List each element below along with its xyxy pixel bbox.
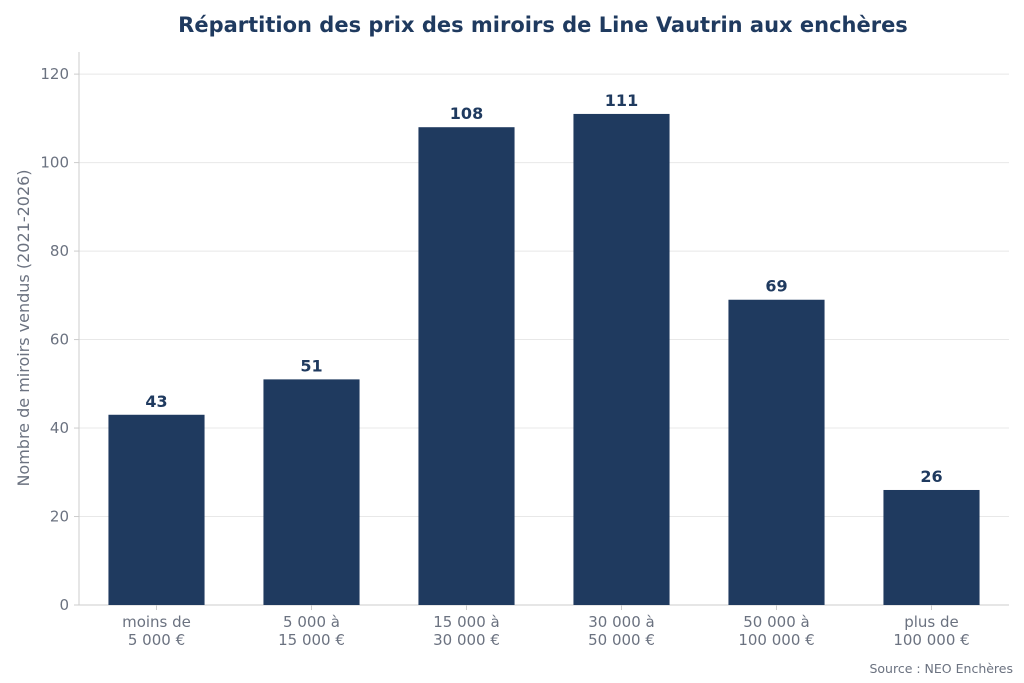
x-tick-label: 100 000 €	[738, 631, 814, 649]
bar	[418, 127, 515, 605]
y-tick-label: 0	[59, 596, 69, 614]
bar	[108, 414, 205, 605]
y-tick-label: 20	[50, 508, 69, 526]
data-label: 26	[920, 467, 942, 486]
gridlines	[79, 73, 1009, 518]
x-axis-ticks: moins de5 000 €5 000 à15 000 €15 000 à30…	[122, 605, 970, 649]
y-tick-label: 80	[50, 242, 69, 260]
bar	[263, 379, 360, 605]
bars	[108, 113, 980, 605]
axes	[78, 52, 1009, 606]
data-label: 43	[145, 392, 167, 411]
x-tick-label: 50 000 €	[588, 631, 655, 649]
y-tick-label: 60	[50, 331, 69, 349]
data-label: 108	[450, 104, 483, 123]
data-label: 111	[605, 91, 638, 110]
x-tick-label: 30 000 €	[433, 631, 500, 649]
data-label: 51	[300, 356, 322, 375]
x-tick-label: plus de	[904, 613, 959, 631]
y-axis-ticks: 0 20 40 60 80 100 120	[40, 65, 79, 614]
x-tick-label: 5 000 à	[283, 613, 340, 631]
x-tick-label: 100 000 €	[893, 631, 969, 649]
x-tick-label: 15 000 €	[278, 631, 345, 649]
source-note: Source : NEO Enchères	[869, 661, 1013, 676]
x-tick-label: 50 000 à	[743, 613, 809, 631]
y-tick-label: 100	[40, 154, 69, 172]
bar	[883, 489, 980, 605]
x-tick-label: moins de	[122, 613, 191, 631]
y-tick-label: 40	[50, 419, 69, 437]
data-label: 69	[765, 277, 787, 296]
bar	[728, 299, 825, 605]
y-tick-label: 120	[40, 65, 69, 83]
y-axis-label: Nombre de miroirs vendus (2021-2026)	[14, 169, 33, 486]
data-labels: 43 51 108 111 69 26	[145, 91, 942, 486]
x-tick-label: 15 000 à	[433, 613, 499, 631]
x-tick-label: 5 000 €	[128, 631, 185, 649]
chart-title: Répartition des prix des miroirs de Line…	[178, 13, 908, 37]
x-tick-label: 30 000 à	[588, 613, 654, 631]
bar	[573, 113, 670, 605]
